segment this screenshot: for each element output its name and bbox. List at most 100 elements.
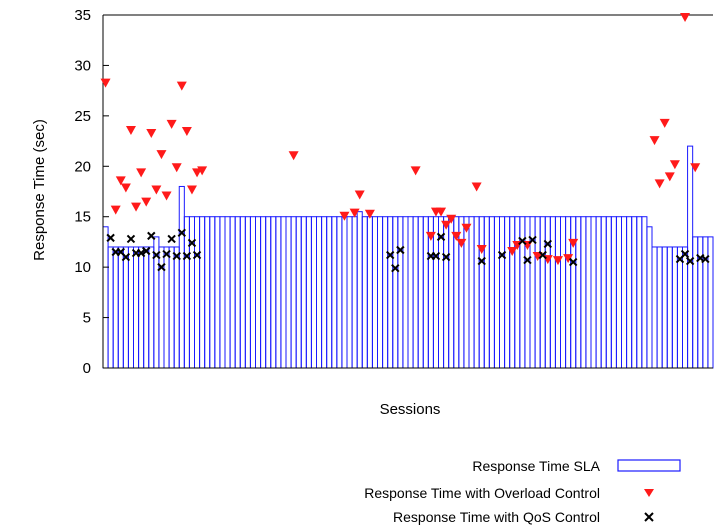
qos-point xyxy=(172,251,181,261)
overload-point xyxy=(136,168,147,178)
sla-bar xyxy=(483,216,490,369)
overload-point xyxy=(532,252,543,262)
sla-bar xyxy=(661,246,668,369)
overload-point xyxy=(288,151,299,161)
overload-point xyxy=(120,183,131,193)
sla-bar xyxy=(102,226,109,369)
qos-point xyxy=(177,228,186,238)
sla-bar xyxy=(600,216,607,369)
overload-point xyxy=(451,231,462,241)
sla-bar xyxy=(188,216,196,369)
sla-bar xyxy=(127,246,135,369)
sla-bar xyxy=(234,216,241,369)
y-tick-label: 0 xyxy=(83,360,91,377)
sla-bar xyxy=(112,246,119,369)
sla-bar xyxy=(173,246,180,369)
sla-bar xyxy=(316,216,323,369)
x-axis-label: Sessions xyxy=(380,401,441,418)
overload-point xyxy=(156,150,167,160)
qos-point xyxy=(192,250,202,260)
sla-bar xyxy=(178,185,185,369)
qos-point xyxy=(167,234,176,244)
qos-point xyxy=(391,263,400,273)
sla-bar xyxy=(209,216,216,369)
sla-bar xyxy=(493,216,500,369)
sla-bar xyxy=(295,216,302,369)
overload-point xyxy=(436,207,447,217)
overload-point xyxy=(176,81,187,91)
qos-point xyxy=(436,232,446,242)
sla-bar xyxy=(229,216,236,369)
sla-bar xyxy=(249,216,257,369)
sla-bar xyxy=(336,216,343,369)
overload-point xyxy=(446,214,457,224)
sla-bar xyxy=(524,216,531,369)
sla-bar xyxy=(590,216,597,369)
qos-point xyxy=(187,238,197,248)
sla-bar xyxy=(255,216,262,369)
qos-point xyxy=(147,231,156,241)
overload-point xyxy=(181,126,192,136)
sla-bar xyxy=(133,246,140,369)
sla-bar xyxy=(468,216,475,369)
y-axis-label: Response Time (sec) xyxy=(31,119,48,261)
qos-point xyxy=(157,262,166,272)
overload-point xyxy=(476,244,487,254)
y-tick-label: 35 xyxy=(74,7,91,24)
y-tick-label: 25 xyxy=(74,108,91,125)
qos-point xyxy=(396,245,405,255)
sla-bar xyxy=(539,216,546,369)
overload-point xyxy=(461,223,472,233)
qos-point xyxy=(701,254,710,264)
sla-bar xyxy=(692,236,699,369)
sla-bar xyxy=(382,216,389,369)
overload-point xyxy=(161,191,172,201)
overload-point xyxy=(441,220,452,230)
qos-point xyxy=(497,250,507,260)
sla-bar xyxy=(544,216,551,369)
sla-bar xyxy=(275,216,282,369)
overload-point xyxy=(568,238,579,248)
qos-point xyxy=(518,236,527,246)
sla-bar xyxy=(682,246,689,369)
sla-bar xyxy=(280,216,287,369)
legend-label-sla: Response Time SLA xyxy=(472,458,600,474)
sla-bar xyxy=(585,216,592,369)
sla-bar xyxy=(676,246,684,369)
sla-bar xyxy=(331,216,338,369)
sla-bar xyxy=(341,216,348,369)
overload-point xyxy=(110,205,121,215)
qos-point xyxy=(441,252,451,262)
sla-bar xyxy=(666,246,673,369)
overload-point xyxy=(146,129,157,139)
overload-point xyxy=(552,256,563,266)
sla-bar xyxy=(626,216,633,369)
sla-bar xyxy=(351,216,358,369)
sla-bar xyxy=(168,246,175,369)
sla-bar xyxy=(204,216,211,369)
sla-bar xyxy=(504,216,511,369)
qos-point xyxy=(136,248,146,258)
overload-point xyxy=(669,160,680,170)
overload-point xyxy=(125,125,136,135)
legend-label-qos: Response Time with QoS Control xyxy=(393,509,600,525)
y-tick-label: 20 xyxy=(74,158,91,175)
sla-bar xyxy=(392,216,399,369)
sla-bar xyxy=(107,246,114,369)
qos-point xyxy=(106,233,115,243)
sla-bar xyxy=(224,216,231,369)
overload-point xyxy=(425,231,436,241)
sla-bar xyxy=(631,216,638,369)
sla-bar xyxy=(610,216,617,369)
qos-point xyxy=(386,250,395,260)
overload-point xyxy=(507,247,518,257)
sla-bar xyxy=(377,216,384,369)
overload-point xyxy=(664,172,675,182)
overload-point xyxy=(456,238,467,248)
legend-item-overload: Response Time with Overload Control xyxy=(364,485,654,501)
sla-bar xyxy=(534,216,541,369)
overload-point xyxy=(166,119,177,129)
sla-bar xyxy=(371,216,378,369)
qos-point xyxy=(569,257,578,267)
